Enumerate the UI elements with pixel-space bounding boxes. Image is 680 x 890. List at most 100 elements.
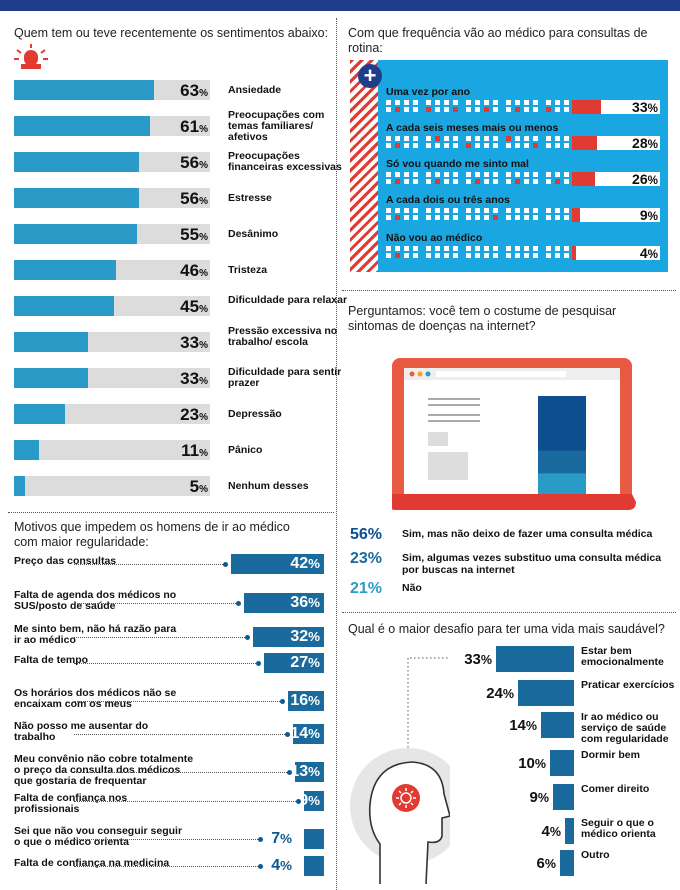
feeling-bar bbox=[14, 440, 39, 460]
feeling-label: Preocupações financeiras excessivas bbox=[228, 150, 342, 173]
frequency-square bbox=[444, 107, 449, 112]
frequency-square bbox=[395, 253, 400, 258]
frequency-bar-track: 4% bbox=[572, 245, 660, 261]
plus-icon: + bbox=[358, 64, 382, 88]
feeling-value: 55% bbox=[180, 225, 208, 244]
feeling-bar bbox=[14, 188, 139, 208]
challenge-bar bbox=[496, 646, 574, 672]
reason-leader-dot bbox=[236, 601, 241, 606]
frequency-square bbox=[435, 100, 440, 105]
frequency-square bbox=[426, 208, 431, 213]
frequency-square bbox=[524, 246, 529, 251]
frequency-square bbox=[435, 208, 440, 213]
section-divider bbox=[8, 512, 334, 513]
frequency-square bbox=[493, 143, 498, 148]
frequency-square bbox=[453, 246, 458, 251]
search-label: Não bbox=[402, 582, 422, 594]
frequency-square bbox=[404, 136, 409, 141]
challenge-bar bbox=[553, 784, 574, 810]
frequency-square bbox=[475, 179, 480, 184]
frequency-square bbox=[506, 172, 511, 177]
frequency-square bbox=[546, 208, 551, 213]
challenge-value: 6% bbox=[536, 855, 556, 872]
frequency-square bbox=[435, 246, 440, 251]
reason-value: 14% bbox=[290, 725, 320, 742]
frequency-square bbox=[404, 100, 409, 105]
challenge-value: 4% bbox=[541, 823, 561, 840]
frequency-square bbox=[546, 143, 551, 148]
frequency-square bbox=[555, 143, 560, 148]
feeling-label: Preocupações com temas familiares/ afeti… bbox=[228, 108, 325, 143]
frequency-square bbox=[444, 100, 449, 105]
reason-value: 36% bbox=[290, 594, 320, 611]
frequency-square bbox=[404, 172, 409, 177]
frequency-square bbox=[515, 107, 520, 112]
frequency-square bbox=[466, 208, 471, 213]
frequency-square bbox=[515, 253, 520, 258]
reason-leader bbox=[74, 701, 282, 702]
feeling-value: 5% bbox=[189, 477, 208, 496]
frequency-square bbox=[533, 172, 538, 177]
frequency-bar-track: 26% bbox=[572, 171, 660, 187]
frequency-square bbox=[413, 107, 418, 112]
challenge-value: 33% bbox=[464, 651, 492, 668]
reason-label: Sei que não vou conseguir seguir o que o… bbox=[14, 826, 188, 848]
feeling-bar-track bbox=[14, 476, 210, 496]
feeling-row: 46% Tristeza bbox=[14, 252, 344, 288]
frequency-square bbox=[515, 215, 520, 220]
frequency-square bbox=[386, 100, 391, 105]
frequency-square bbox=[546, 246, 551, 251]
frequency-square bbox=[524, 107, 529, 112]
alarm-icon bbox=[14, 44, 48, 69]
feeling-value: 33% bbox=[180, 369, 208, 388]
reason-label: Meu convênio não cobre totalmente o preç… bbox=[14, 754, 198, 787]
frequency-square bbox=[524, 208, 529, 213]
frequency-square bbox=[533, 143, 538, 148]
frequency-square bbox=[484, 179, 489, 184]
feeling-label: Nenhum desses bbox=[228, 479, 309, 492]
frequency-label: Não vou ao médico bbox=[386, 232, 483, 244]
frequency-square bbox=[386, 136, 391, 141]
frequency-square bbox=[484, 172, 489, 177]
frequency-square bbox=[564, 143, 569, 148]
frequency-square bbox=[444, 246, 449, 251]
frequency-square bbox=[386, 215, 391, 220]
frequency-square bbox=[435, 136, 440, 141]
frequency-square bbox=[426, 253, 431, 258]
frequency-square bbox=[475, 100, 480, 105]
frequency-square bbox=[493, 172, 498, 177]
reason-leader bbox=[74, 801, 298, 802]
frequency-square bbox=[413, 208, 418, 213]
feeling-label: Estresse bbox=[228, 191, 272, 204]
frequency-square bbox=[453, 100, 458, 105]
frequency-bar bbox=[572, 246, 576, 260]
reason-label: Falta de agenda dos médicos no SUS/posto… bbox=[14, 590, 188, 612]
reason-leader-dot bbox=[223, 562, 228, 567]
challenge-value: 10% bbox=[518, 755, 546, 772]
frequency-square bbox=[475, 136, 480, 141]
frequency-value: 4% bbox=[639, 245, 658, 261]
frequency-square bbox=[515, 143, 520, 148]
frequency-square bbox=[466, 215, 471, 220]
reason-label: Falta de confiança nos profissionais bbox=[14, 793, 188, 815]
reason-row: 9% Falta de confiança nos profissionais bbox=[14, 791, 324, 821]
frequency-square bbox=[484, 107, 489, 112]
frequency-square bbox=[555, 215, 560, 220]
feeling-bar bbox=[14, 260, 116, 280]
frequency-square bbox=[404, 107, 409, 112]
frequency-square bbox=[546, 100, 551, 105]
reason-leader-dot bbox=[285, 732, 290, 737]
frequency-panel: Uma vez por ano 33% A cada seis meses mais… bbox=[350, 60, 668, 272]
frequency-square bbox=[444, 253, 449, 258]
feeling-value: 63% bbox=[180, 81, 208, 100]
reason-value: 42% bbox=[290, 555, 320, 572]
frequency-square bbox=[484, 246, 489, 251]
frequency-label: Só vou quando me sinto mal bbox=[386, 158, 529, 170]
reason-label: Preço das consultas bbox=[14, 556, 188, 567]
frequency-square bbox=[395, 172, 400, 177]
frequency-square bbox=[564, 246, 569, 251]
frequency-square bbox=[533, 107, 538, 112]
frequency-square bbox=[484, 208, 489, 213]
frequency-square bbox=[395, 143, 400, 148]
frequency-value: 33% bbox=[632, 99, 658, 115]
